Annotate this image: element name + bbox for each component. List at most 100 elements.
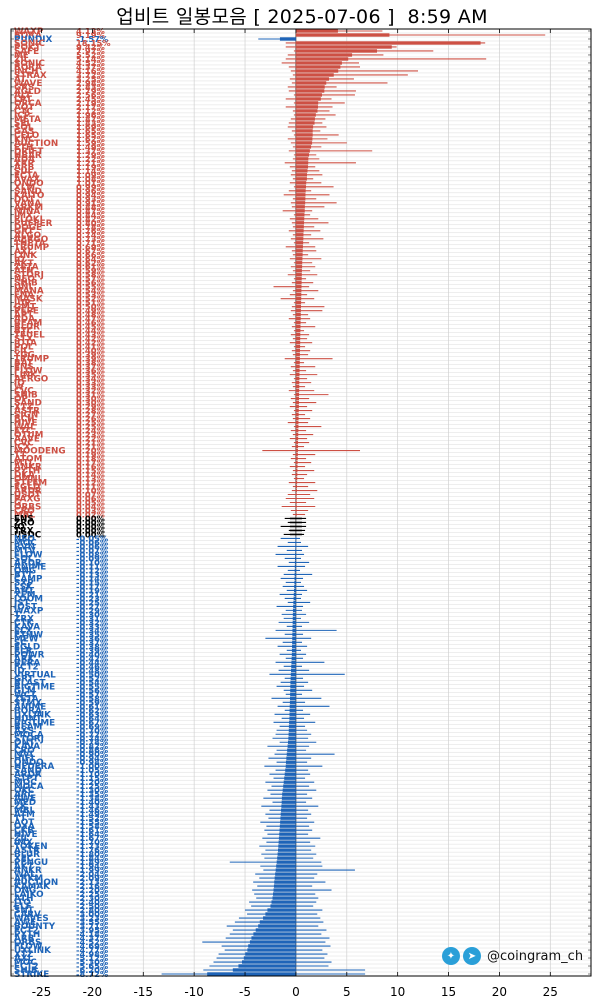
bar xyxy=(275,872,296,876)
row-value-label: -0.69% xyxy=(76,721,109,731)
row-name-label: XTZ xyxy=(14,403,33,413)
bar xyxy=(277,852,296,856)
row-value-label: -0.72% xyxy=(76,729,109,739)
row-name-label: ANKR xyxy=(14,866,42,876)
row-name-label: STORJ xyxy=(14,271,44,281)
bar xyxy=(287,748,296,752)
row-name-label: SHIB xyxy=(14,391,38,401)
row-name-label: SC xyxy=(14,638,27,648)
row-value-label: 1.14% xyxy=(76,166,105,176)
row-name-label: MBL xyxy=(14,510,35,520)
x-tick-label: 0 xyxy=(292,985,300,999)
row-value-label: -0.58% xyxy=(76,693,109,703)
row-name-label: PEPE xyxy=(14,307,39,317)
row-name-label: OMNI xyxy=(14,475,41,485)
row-value-label: 0.48% xyxy=(76,310,105,320)
row-name-label: ATH xyxy=(14,267,34,277)
row-value-label: 1.19% xyxy=(76,162,105,172)
row-name-label: MOODENG xyxy=(14,447,66,457)
bar xyxy=(295,93,322,97)
bar xyxy=(295,53,353,57)
x-axis: -25 -20 -15 -10 -5 0 5 10 15 20 25 xyxy=(11,29,591,999)
row-value-label: -0.09% xyxy=(76,553,109,563)
x-tick-label: -20 xyxy=(83,985,103,999)
row-value-label: 0.16% xyxy=(76,462,105,472)
row-name-label: IQ xyxy=(14,522,25,532)
row-name-label: PUNDIX xyxy=(14,35,53,45)
x-tick-label: -5 xyxy=(239,985,251,999)
row-name-label: ELX xyxy=(14,626,33,636)
bar xyxy=(279,828,296,832)
bar xyxy=(295,396,299,401)
row-name-label: DOGE xyxy=(14,223,42,233)
row-value-label: -3.00% xyxy=(76,909,109,919)
row-value-label: -2.30% xyxy=(76,893,109,903)
row-name-label: AQT xyxy=(14,103,34,113)
bar xyxy=(281,808,296,812)
x-tick-label: 15 xyxy=(441,985,456,999)
row-name-label: CARV xyxy=(14,910,41,920)
row-value-label: 0.40% xyxy=(76,346,105,356)
bar xyxy=(295,364,300,369)
row-name-label: TFUEL xyxy=(14,331,45,341)
bar xyxy=(295,452,298,457)
row-value-label: 0.15% xyxy=(76,466,105,476)
bar xyxy=(291,668,296,673)
row-name-label: WAXP xyxy=(14,27,44,37)
row-value-label: -0.37% xyxy=(76,637,109,647)
bar xyxy=(295,424,299,429)
row-name-label: G xyxy=(14,499,21,509)
row-value-label: 0.33% xyxy=(76,382,105,392)
bar xyxy=(295,89,325,93)
x-tick-label: 5 xyxy=(343,985,351,999)
row-name-label: MEW xyxy=(14,634,39,644)
row-name-label: HBAR xyxy=(14,151,42,161)
bar xyxy=(295,356,300,361)
row-name-label: UXLINK xyxy=(14,946,52,956)
row-name-label: TOKEN xyxy=(14,842,48,852)
bar xyxy=(291,656,296,661)
row-name-label: STRIKE xyxy=(14,970,49,980)
bar xyxy=(263,916,296,920)
row-value-label: 3.72% xyxy=(76,70,105,80)
bar xyxy=(295,388,300,393)
row-name-label: SAFE xyxy=(14,47,39,57)
row-value-label: 0.31% xyxy=(76,390,105,400)
bar xyxy=(278,836,296,840)
row-value-label: -2.04% xyxy=(76,869,109,879)
row-value-label: 0.39% xyxy=(76,354,105,364)
bar xyxy=(288,732,296,736)
bar xyxy=(295,117,315,121)
row-value-label: 0.42% xyxy=(76,334,105,344)
row-name-label: AUCTION xyxy=(14,878,58,888)
row-value-label: 0.38% xyxy=(76,358,105,368)
row-value-label: 0.21% xyxy=(76,438,105,448)
bar xyxy=(251,936,296,940)
row-value-label: 0.32% xyxy=(76,386,105,396)
bar xyxy=(259,920,296,924)
row-name-label: POL xyxy=(14,343,34,353)
row-value-label: -1.40% xyxy=(76,797,109,807)
bar xyxy=(253,932,296,936)
bars xyxy=(161,29,546,976)
bar xyxy=(241,960,296,964)
twitter-icon: ✦ xyxy=(442,947,460,965)
row-value-label: 0.52% xyxy=(76,294,105,304)
row-value-label: 4.16% xyxy=(76,66,105,76)
row-value-label: 0.23% xyxy=(76,430,105,440)
row-name-label: ATOM xyxy=(14,455,42,465)
bar xyxy=(295,201,306,205)
row-name-label: KAMAK xyxy=(14,882,51,892)
row-name-label: BTT xyxy=(14,570,33,580)
row-value-label: -3.95% xyxy=(76,925,109,935)
row-name-label: STMX xyxy=(14,698,42,708)
row-name-label: GRT xyxy=(14,674,34,684)
row-name-label: SNT xyxy=(14,906,34,916)
row-name-label: ZIL xyxy=(14,834,30,844)
x-tick-label: -15 xyxy=(133,985,153,999)
bar xyxy=(292,628,296,633)
bar xyxy=(292,608,296,613)
row-name-label: ORBS xyxy=(14,502,41,512)
row-value-label: 1.62% xyxy=(76,134,105,144)
bar xyxy=(294,584,296,589)
